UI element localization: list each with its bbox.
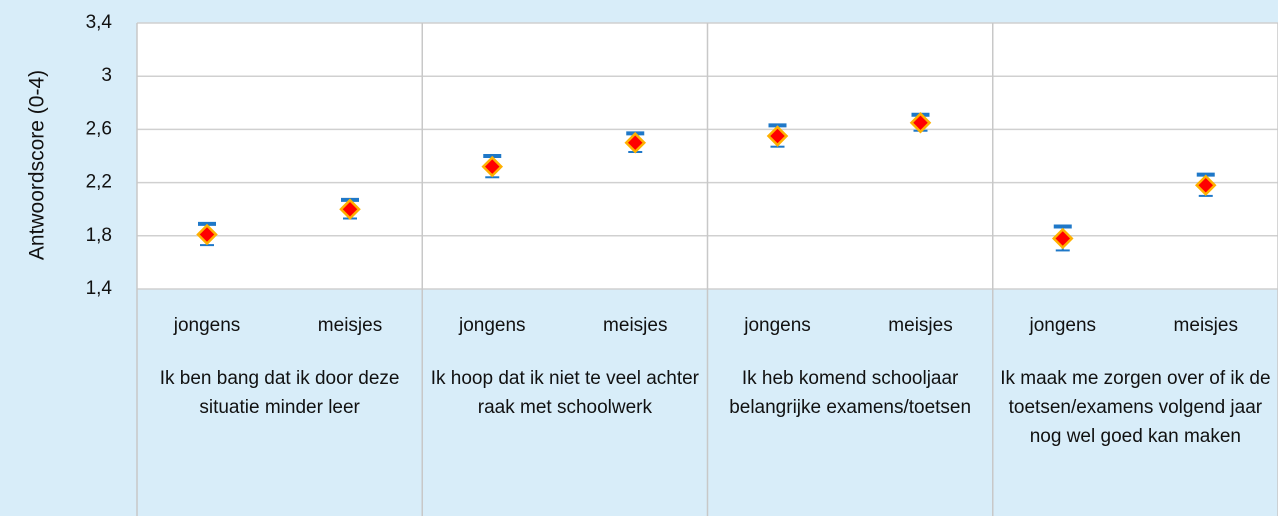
group-label: Ik heb komend schooljaar belangrijke exa… [729, 368, 972, 418]
x-tick-label: meisjes [603, 315, 667, 336]
y-axis-label: Antwoordscore (0-4) [26, 70, 49, 260]
x-tick-label: jongens [743, 315, 811, 336]
y-tick-label: 2,6 [86, 118, 112, 139]
x-tick-label: jongens [173, 315, 241, 336]
group-label: Ik ben bang dat ik door deze situatie mi… [159, 368, 400, 418]
y-tick-label: 1,8 [86, 225, 112, 246]
y-tick-label: 2,2 [86, 172, 112, 193]
group-label: Ik maak me zorgen over of ik de toetsen/… [1000, 368, 1271, 447]
x-tick-label: meisjes [888, 315, 952, 336]
y-tick-label: 1,4 [86, 278, 113, 299]
marker [909, 111, 932, 134]
y-tick-label: 3,4 [86, 12, 113, 33]
y-tick-label: 3 [101, 65, 112, 86]
x-tick-label: meisjes [1174, 315, 1238, 336]
group-label: Ik hoop dat ik niet te veel achter raak … [430, 368, 700, 418]
marker [766, 125, 789, 147]
marker [481, 155, 504, 178]
marker [196, 223, 218, 246]
marker [624, 131, 647, 154]
marker [1194, 174, 1217, 197]
x-tick-label: jongens [1028, 315, 1096, 336]
x-tick-label: jongens [458, 315, 526, 336]
marker [339, 198, 361, 220]
x-tick-label: meisjes [318, 315, 382, 336]
marker [1051, 227, 1074, 250]
